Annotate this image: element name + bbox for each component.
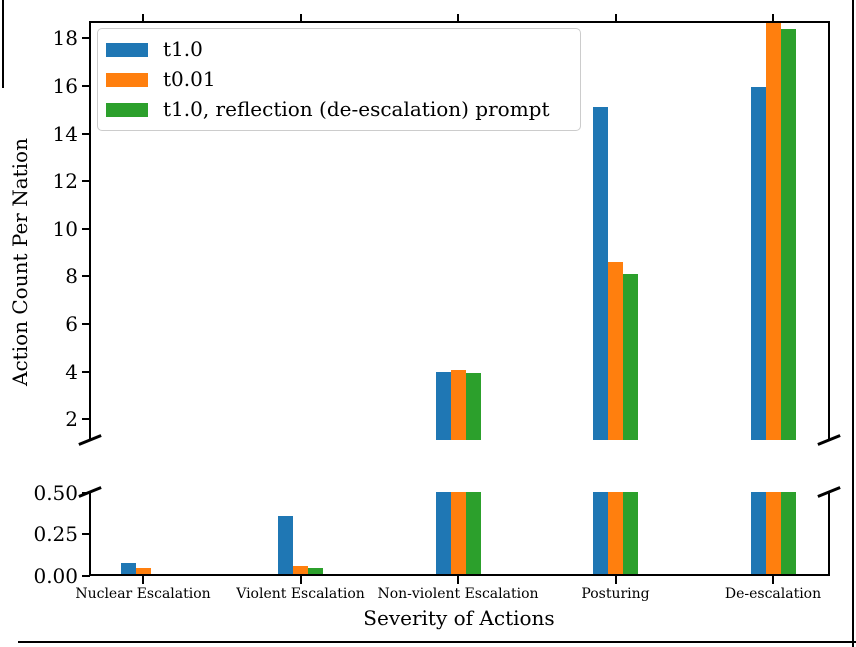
- y-tick: [82, 322, 90, 325]
- bar: [750, 87, 766, 440]
- bar: [780, 28, 796, 440]
- x-tick-bottom: [614, 576, 617, 584]
- legend-item: t1.0, reflection (de-escalation) prompt: [106, 98, 568, 121]
- x-tick-top: [457, 14, 459, 22]
- bar: [135, 567, 151, 576]
- x-tick-top: [614, 14, 617, 22]
- x-tick-label: Non-violent Escalation: [377, 586, 539, 602]
- y-tick-label: 14: [52, 121, 78, 146]
- bar: [608, 262, 623, 440]
- bar: [780, 492, 796, 576]
- y-tick-label: 18: [52, 26, 78, 51]
- bar: [435, 492, 451, 576]
- bar: [593, 492, 608, 576]
- y-tick: [82, 533, 90, 536]
- legend-label: t1.0, reflection (de-escalation) prompt: [163, 97, 550, 121]
- bar: [750, 492, 766, 576]
- bar: [450, 492, 466, 576]
- bar: [450, 370, 466, 440]
- bar: [765, 22, 781, 440]
- bottom-panel-right-spine: [828, 492, 830, 576]
- y-tick-label: 12: [52, 169, 78, 194]
- bar: [435, 371, 451, 440]
- y-tick-label: 10: [52, 216, 78, 241]
- y-tick-label: 2: [65, 407, 78, 432]
- y-tick-label: 6: [65, 311, 78, 336]
- y-tick: [82, 275, 90, 278]
- legend-label: t1.0: [163, 37, 203, 61]
- bar: [120, 562, 136, 576]
- y-tick: [82, 180, 90, 183]
- legend-item: t0.01: [106, 68, 568, 91]
- bar: [278, 515, 293, 576]
- page-border-right: [852, 0, 854, 647]
- legend-color-swatch: [106, 42, 148, 57]
- bar: [608, 492, 623, 576]
- y-tick-label: 0.00: [33, 564, 78, 588]
- x-tick-top: [142, 14, 144, 22]
- y-tick: [82, 37, 90, 40]
- bar: [623, 273, 638, 440]
- y-tick: [82, 491, 90, 494]
- x-tick-label: Posturing: [581, 586, 650, 602]
- y-tick: [82, 370, 90, 373]
- y-tick: [82, 227, 90, 230]
- x-tick-bottom: [457, 576, 459, 584]
- bar: [293, 566, 308, 576]
- y-tick: [82, 84, 90, 87]
- x-tick-label: Nuclear Escalation: [75, 586, 211, 602]
- legend-item: t1.0: [106, 38, 568, 61]
- x-tick-bottom: [299, 576, 302, 584]
- bar: [465, 492, 481, 576]
- bar: [465, 372, 481, 440]
- y-tick-label: 8: [65, 264, 78, 289]
- y-tick: [82, 132, 90, 135]
- page-border-left: [2, 0, 4, 88]
- bar: [593, 107, 608, 440]
- y-tick: [82, 418, 90, 421]
- legend-color-swatch: [106, 102, 148, 117]
- x-axis-spine: [89, 574, 830, 576]
- bar: [623, 492, 638, 576]
- bar: [308, 567, 323, 576]
- x-tick-label: De-escalation: [724, 586, 822, 602]
- x-axis-label: Severity of Actions: [363, 606, 555, 630]
- top-panel-top-spine: [89, 21, 830, 23]
- legend-label: t0.01: [163, 67, 216, 91]
- y-tick-label: 0.25: [33, 522, 78, 547]
- page-border-bottom: [18, 641, 856, 643]
- x-tick-top: [299, 14, 302, 22]
- x-tick-bottom: [142, 576, 144, 584]
- top-panel-right-spine: [828, 21, 830, 440]
- x-tick-bottom: [772, 576, 774, 584]
- y-tick-label: 0.50: [33, 480, 78, 505]
- legend-color-swatch: [106, 72, 148, 87]
- y-tick: [82, 575, 90, 577]
- top-panel-left-spine: [89, 21, 91, 440]
- bottom-panel-left-spine: [89, 492, 91, 576]
- y-tick-label: 16: [52, 73, 78, 98]
- x-tick-label: Violent Escalation: [236, 586, 365, 602]
- y-tick-label: 4: [65, 359, 78, 384]
- bar: [765, 492, 781, 576]
- y-axis-label: Action Count Per Nation: [8, 138, 32, 386]
- legend: t1.0 t0.01 t1.0, reflection (de-escalation…: [97, 28, 581, 131]
- x-tick-top: [772, 14, 774, 22]
